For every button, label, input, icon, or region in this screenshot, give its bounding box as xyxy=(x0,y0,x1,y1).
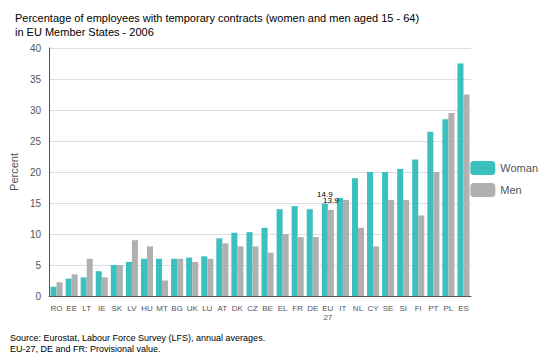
svg-text:Percentage of employees with t: Percentage of employees with temporary c… xyxy=(15,12,419,24)
svg-text:RO: RO xyxy=(51,304,63,313)
svg-text:LT: LT xyxy=(82,304,91,313)
svg-text:HU: HU xyxy=(141,304,153,313)
svg-text:LV: LV xyxy=(127,304,137,313)
svg-text:0: 0 xyxy=(35,291,41,302)
svg-text:30: 30 xyxy=(30,105,42,116)
svg-text:15: 15 xyxy=(30,198,42,209)
svg-text:FI: FI xyxy=(415,304,422,313)
svg-text:BE: BE xyxy=(262,304,273,313)
svg-text:EE: EE xyxy=(66,304,77,313)
svg-text:Percent: Percent xyxy=(8,153,20,191)
svg-text:ES: ES xyxy=(458,304,469,313)
svg-text:25: 25 xyxy=(30,136,42,147)
svg-text:DK: DK xyxy=(232,304,244,313)
svg-text:40: 40 xyxy=(30,43,42,54)
svg-text:LU: LU xyxy=(202,304,212,313)
svg-text:20: 20 xyxy=(30,167,42,178)
svg-text:SK: SK xyxy=(112,304,123,313)
svg-text:FR: FR xyxy=(292,304,303,313)
svg-text:DE: DE xyxy=(307,304,318,313)
svg-text:PT: PT xyxy=(428,304,438,313)
svg-text:AT: AT xyxy=(218,304,228,313)
svg-text:MT: MT xyxy=(156,304,168,313)
svg-text:BG: BG xyxy=(171,304,183,313)
svg-text:SI: SI xyxy=(399,304,407,313)
svg-text:Source: Eurostat, Labour Force: Source: Eurostat, Labour Force Survey (L… xyxy=(10,333,265,343)
svg-text:NL: NL xyxy=(353,304,364,313)
svg-text:CZ: CZ xyxy=(247,304,258,313)
svg-text:IT: IT xyxy=(339,304,346,313)
svg-text:PL: PL xyxy=(443,304,453,313)
svg-text:EU-27, DE and FR: Provisional: EU-27, DE and FR: Provisional value. xyxy=(10,344,161,354)
svg-text:Men: Men xyxy=(500,184,521,196)
svg-text:10: 10 xyxy=(30,229,42,240)
svg-text:13.9: 13.9 xyxy=(323,196,339,205)
svg-text:CY: CY xyxy=(367,304,379,313)
svg-text:27: 27 xyxy=(323,313,332,322)
svg-text:EL: EL xyxy=(278,304,288,313)
svg-text:SE: SE xyxy=(383,304,394,313)
svg-text:Woman: Woman xyxy=(500,162,538,174)
svg-text:EU: EU xyxy=(322,304,333,313)
svg-text:5: 5 xyxy=(35,260,41,271)
svg-text:35: 35 xyxy=(30,74,42,85)
svg-text:14.9: 14.9 xyxy=(317,190,333,200)
svg-text:UK: UK xyxy=(187,304,199,313)
svg-text:IE: IE xyxy=(98,304,106,313)
svg-text:in EU Member States - 2006: in EU Member States - 2006 xyxy=(15,26,154,38)
